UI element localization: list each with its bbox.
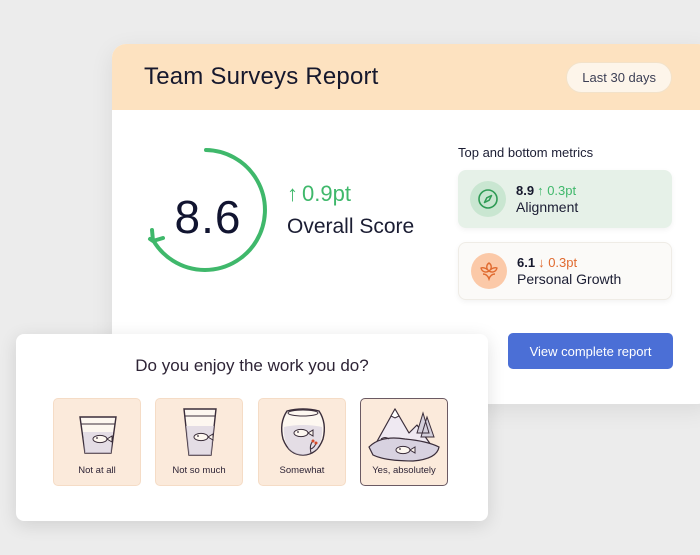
option-label: Not so much [172,465,226,476]
view-complete-report-button[interactable]: View complete report [508,333,673,369]
up-arrow-icon: ↑ [287,181,298,206]
small-cup-fish-icon [79,416,117,454]
metric-personal-growth[interactable]: 6.1 ↓ 0.3pt Personal Growth [458,242,672,300]
metrics-heading: Top and bottom metrics [458,145,594,160]
fishbowl-icon [280,408,326,456]
tall-glass-fish-icon [183,408,217,456]
survey-option-not-so-much[interactable]: Not so much [155,398,243,486]
survey-option-somewhat[interactable]: Somewhat [258,398,346,486]
metric-change: 0.3pt [548,255,578,270]
down-arrow-icon: ↓ [538,255,545,270]
flower-icon [471,253,507,289]
report-title: Team Surveys Report [144,63,379,90]
survey-option-not-at-all[interactable]: Not at all [53,398,141,486]
metric-label: Alignment [516,199,579,215]
survey-question: Do you enjoy the work you do? [135,356,369,375]
score-delta: ↑ 0.9pt [287,181,351,207]
overall-score-label: Overall Score [287,215,415,238]
option-label: Yes, absolutely [372,465,436,476]
score-ring-icon [148,148,267,272]
metric-value: 8.9 [516,183,535,198]
option-label: Somewhat [279,465,325,476]
up-arrow-icon: ↑ [537,183,544,198]
survey-card: Do you enjoy the work you do? Not at all… [16,334,488,521]
overall-score-value: 8.6 [174,191,242,243]
score-delta-value: 0.9pt [302,181,351,206]
metric-change: 0.3pt [547,183,577,198]
option-label: Not at all [78,465,116,476]
metric-alignment[interactable]: 8.9 ↑ 0.3pt Alignment [458,170,672,228]
date-range-selector[interactable]: Last 30 days [566,61,672,93]
lake-mountain-fish-icon [368,407,440,462]
metric-value: 6.1 [517,255,536,270]
metric-label: Personal Growth [517,271,622,287]
survey-option-yes-absolutely[interactable]: Yes, absolutely [360,398,448,486]
compass-icon [470,181,506,217]
report-header: Team Surveys Report Last 30 days [112,44,700,110]
